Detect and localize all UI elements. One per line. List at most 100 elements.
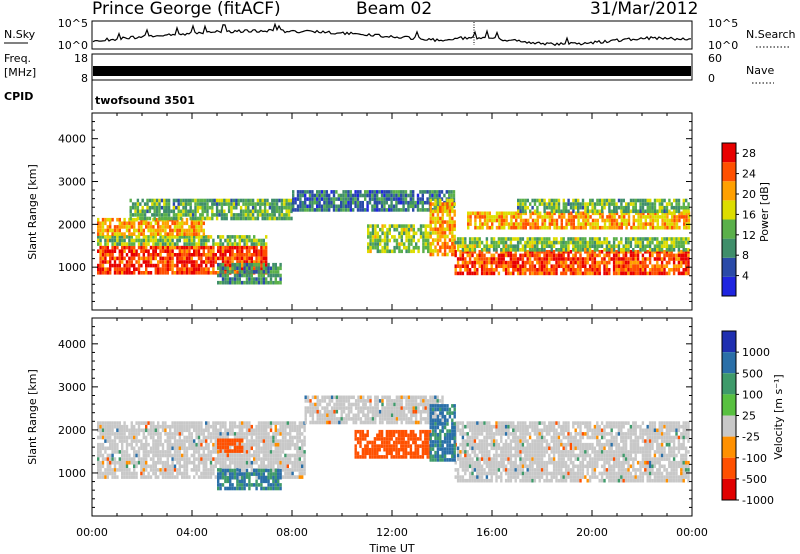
data-cell [128,428,131,433]
data-cell [202,439,205,443]
data-cell [241,238,244,243]
data-cell [188,238,191,243]
data-cell [152,468,155,472]
data-cell [159,253,162,257]
data-cell [152,435,155,440]
data-cell [658,209,661,214]
data-cell [236,424,239,429]
data-cell [588,240,592,245]
data-cell [243,262,246,267]
data-cell [137,424,141,429]
data-cell [395,200,398,205]
data-cell [584,250,587,254]
data-cell [400,420,403,425]
data-cell [215,198,219,203]
data-cell [557,240,561,245]
data-cell [404,208,408,212]
data-cell [273,209,276,214]
data-cell [123,238,126,243]
data-cell [185,228,189,233]
data-cell [176,475,179,479]
data-cell [113,260,117,264]
data-cell [133,228,136,233]
velocity-heatmap [97,395,690,491]
data-cell [533,244,537,248]
data-cell [272,432,275,436]
data-cell [190,424,193,429]
data-cell [245,464,249,469]
data-cell [639,244,642,248]
data-cell [636,264,640,268]
data-cell [194,202,197,206]
data-cell [543,248,546,252]
data-cell [555,248,558,252]
data-cell [159,245,162,250]
data-cell [140,249,143,253]
data-cell [197,439,201,443]
data-cell [153,213,156,217]
data-cell [446,198,449,203]
data-cell [140,446,143,451]
data-cell [670,248,673,252]
data-cell [390,417,394,421]
data-cell [128,228,131,233]
data-cell [422,238,425,243]
data-cell [451,238,454,242]
data-cell [603,237,606,241]
data-cell [99,468,102,472]
data-cell [330,395,334,400]
data-cell [233,453,237,458]
data-cell [212,442,215,447]
data-cell [574,202,577,206]
data-cell [226,249,229,253]
data-cell [236,242,239,246]
data-cell [410,399,413,403]
data-cell [591,218,595,223]
data-cell [395,197,398,201]
data-cell [335,417,339,421]
data-cell [522,218,525,223]
data-cell [281,468,285,472]
data-cell [480,248,484,252]
data-cell [668,198,671,203]
data-cell [531,253,534,258]
data-cell [178,435,181,440]
data-cell [214,446,217,451]
data-cell [214,439,217,443]
data-cell [446,213,449,217]
data-cell [492,244,496,248]
data-cell [159,457,162,461]
data-cell [97,457,100,461]
data-cell [193,439,196,443]
data-cell [207,238,210,243]
data-cell [256,198,260,203]
data-cell [195,428,198,433]
data-cell [431,249,435,253]
data-cell [481,211,484,216]
data-cell [298,471,301,476]
data-cell [620,198,623,203]
data-cell [644,260,647,265]
data-cell [236,271,239,275]
data-cell [99,260,102,264]
data-cell [178,235,181,239]
data-cell [524,202,527,206]
data-cell [601,209,604,214]
data-cell [584,202,587,206]
data-cell [564,257,568,261]
data-cell [451,209,454,214]
data-cell [226,245,229,250]
data-cell [644,264,647,268]
data-cell [254,209,257,214]
data-cell [436,220,440,224]
data-cell [615,244,618,248]
data-cell [200,245,203,250]
data-cell [111,453,114,458]
data-cell [529,209,532,214]
data-cell [332,193,336,198]
data-cell [135,235,138,239]
data-cell [632,209,635,214]
data-cell [648,237,652,241]
data-cell [146,202,149,206]
data-cell [236,453,239,458]
